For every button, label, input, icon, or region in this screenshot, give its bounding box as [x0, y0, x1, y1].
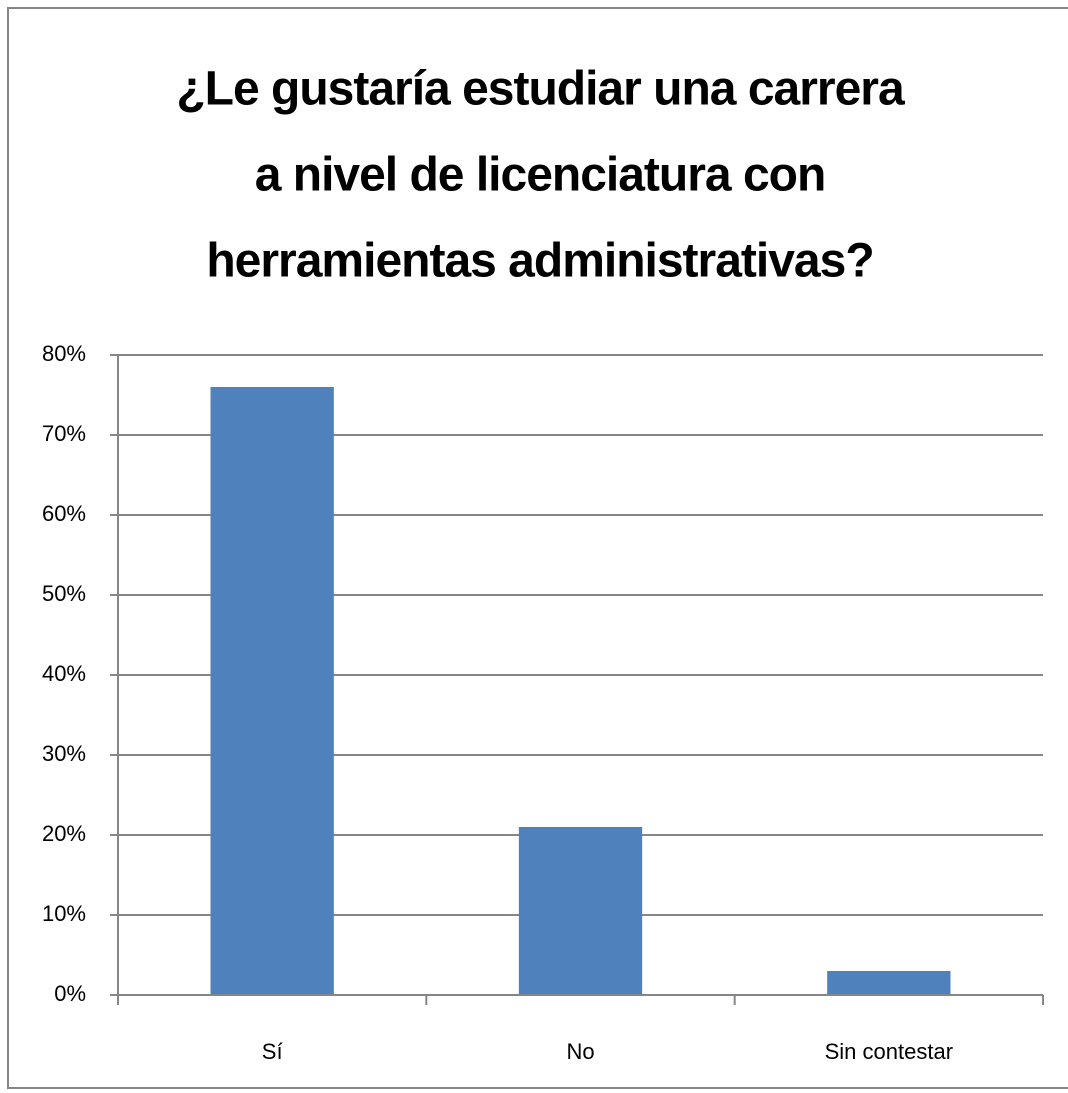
y-tick-label: 30% [42, 741, 86, 766]
y-tick-label: 0% [54, 981, 86, 1006]
x-tick-label: Sí [262, 1039, 283, 1064]
bar [518, 827, 643, 995]
x-tick-label: No [566, 1039, 594, 1064]
y-tick-label: 20% [42, 821, 86, 846]
y-tick-label: 50% [42, 581, 86, 606]
chart-title: ¿Le gustaría estudiar una carrera [176, 63, 905, 116]
chart-title: a nivel de licenciatura con [255, 149, 826, 202]
chart-title: herramientas administrativas? [206, 235, 873, 288]
y-tick-label: 80% [42, 341, 86, 366]
y-tick-label: 60% [42, 501, 86, 526]
x-tick-label: Sin contestar [825, 1039, 953, 1064]
y-tick-label: 70% [42, 421, 86, 446]
bar [210, 387, 334, 995]
y-tick-label: 10% [42, 901, 86, 926]
bar [827, 971, 951, 995]
y-tick-label: 40% [42, 661, 86, 686]
